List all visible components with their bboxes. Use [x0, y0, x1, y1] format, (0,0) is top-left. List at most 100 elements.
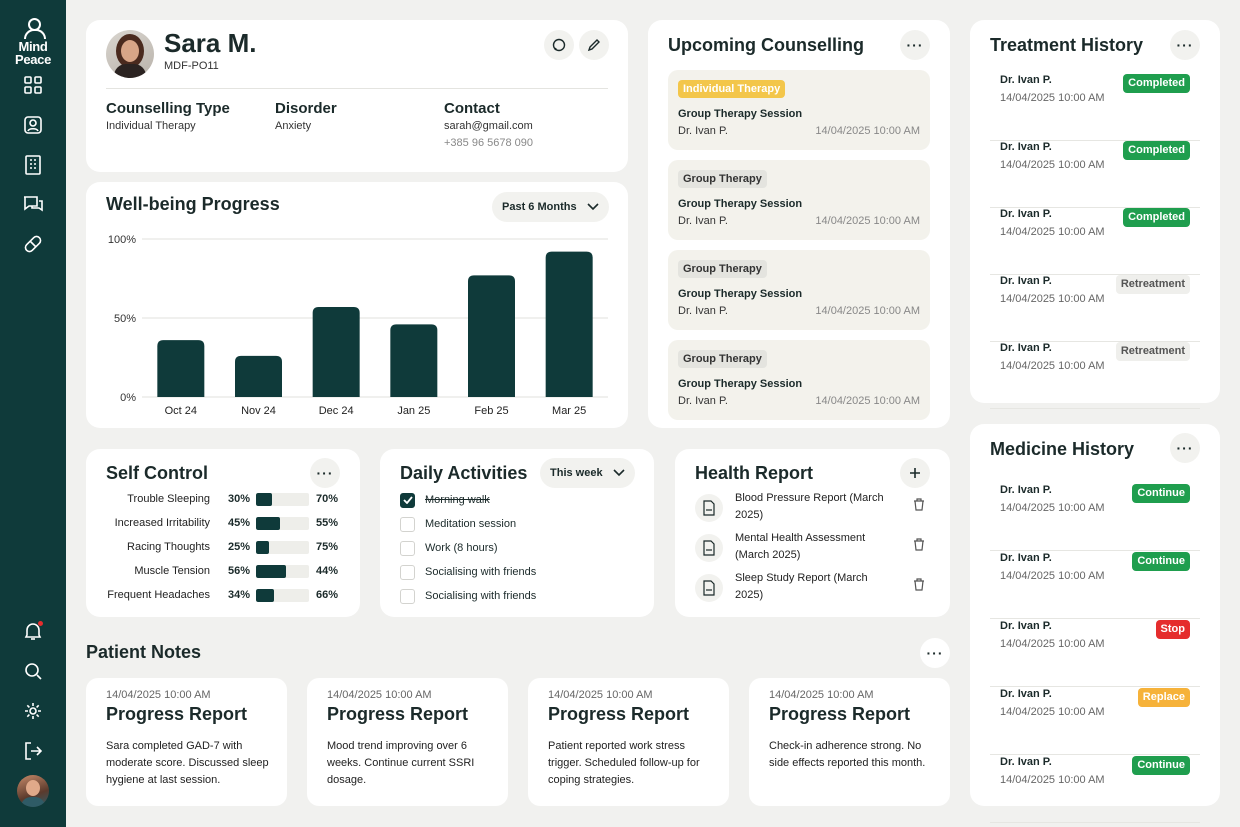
message-button[interactable]: [544, 30, 574, 60]
disorder-label: Disorder: [275, 100, 337, 117]
more-icon[interactable]: ···: [1170, 30, 1200, 60]
trash-icon[interactable]: [913, 498, 925, 516]
history-row[interactable]: Dr. Ivan P. 14/04/2025 10:00 AM Retreatmen…: [990, 275, 1200, 342]
activity-label: Morning walk: [425, 494, 490, 506]
right-percent: 70%: [316, 493, 339, 505]
contact-email[interactable]: sarah@gmail.com: [444, 120, 533, 132]
session-card[interactable]: Individual Therapy Group Therapy Session D…: [668, 70, 930, 150]
history-row[interactable]: Dr. Ivan P. 14/04/2025 10:00 AM Retreatmen…: [990, 342, 1200, 409]
patient-card: Sara M. MDF-PO11 Counselling Type Indivi…: [86, 20, 628, 172]
note-date: 14/04/2025 10:00 AM: [548, 689, 653, 701]
history-row[interactable]: Dr. Ivan P. 14/04/2025 10:00 AM Continue: [990, 484, 1200, 551]
activity-checkbox[interactable]: [400, 516, 415, 532]
note-card[interactable]: 14/04/2025 10:00 AM Progress Report Patien…: [528, 678, 729, 806]
self-control-row: Increased Irritability 45% 55%: [86, 514, 360, 534]
search-icon[interactable]: [21, 659, 45, 683]
profile-icon[interactable]: [21, 113, 45, 137]
activity-checkbox[interactable]: [400, 492, 415, 508]
bar[interactable]: [390, 324, 438, 397]
more-icon[interactable]: ···: [900, 30, 930, 60]
activity-checkbox[interactable]: [400, 564, 415, 580]
activity-item[interactable]: Meditation session: [400, 515, 516, 533]
counselling-title: Upcoming Counselling: [668, 35, 864, 55]
brand-logo[interactable]: Mind Peace: [10, 18, 56, 66]
session-card[interactable]: Group Therapy Group Therapy Session Dr. Iv…: [668, 250, 930, 330]
activity-item[interactable]: Socialising with friends: [400, 563, 536, 581]
trash-icon[interactable]: [913, 538, 925, 556]
history-row[interactable]: Dr. Ivan P. 14/04/2025 10:00 AM Stop: [990, 620, 1200, 687]
symptom-label: Racing Thoughts: [127, 541, 210, 553]
edit-button[interactable]: [579, 30, 609, 60]
bar[interactable]: [157, 340, 205, 397]
progress-bar: [256, 589, 309, 602]
building-icon[interactable]: [21, 153, 45, 177]
bar[interactable]: [545, 251, 593, 397]
chat-icon[interactable]: [21, 192, 45, 216]
note-card[interactable]: 14/04/2025 10:00 AM Progress Report Sara c…: [86, 678, 287, 806]
counselling-type-value: Individual Therapy: [106, 120, 196, 132]
treatment-card: Treatment History ··· Dr. Ivan P. 14/04/2…: [970, 20, 1220, 409]
doctor-name: Dr. Ivan P.: [1000, 74, 1052, 86]
medicine-card: Medicine History ··· Dr. Ivan P. 14/04/20…: [970, 424, 1220, 823]
logout-icon[interactable]: [21, 739, 45, 763]
report-item[interactable]: Sleep Study Report (March 2025): [695, 570, 930, 606]
report-item[interactable]: Blood Pressure Report (March 2025): [695, 490, 930, 526]
session-card[interactable]: Group Therapy Group Therapy Session Dr. Iv…: [668, 340, 930, 420]
period-dropdown[interactable]: Past 6 Months: [492, 192, 609, 222]
self-control-row: Frequent Headaches 34% 66%: [86, 586, 360, 606]
activity-item[interactable]: Socialising with friends: [400, 587, 536, 605]
session-title: Group Therapy Session: [678, 288, 803, 300]
report-title: Sleep Study Report (March 2025): [735, 572, 868, 601]
visit-time: 14/04/2025 10:00 AM: [1000, 502, 1105, 514]
history-row[interactable]: Dr. Ivan P. 14/04/2025 10:00 AM Continue: [990, 552, 1200, 619]
history-row[interactable]: Dr. Ivan P. 14/04/2025 10:00 AM Continue: [990, 756, 1200, 823]
left-percent: 45%: [227, 517, 250, 529]
pill-icon[interactable]: [21, 232, 45, 256]
bar[interactable]: [468, 275, 515, 397]
activity-checkbox[interactable]: [400, 588, 415, 604]
report-item[interactable]: Mental Health Assessment (March 2025): [695, 530, 930, 566]
more-icon[interactable]: ···: [1170, 433, 1200, 463]
patient-name: Sara M.: [164, 28, 257, 58]
trash-icon[interactable]: [913, 578, 925, 596]
note-title: Progress Report: [769, 704, 911, 724]
gear-icon[interactable]: [21, 699, 45, 723]
patient-id: MDF-PO11: [164, 60, 219, 72]
history-row[interactable]: Dr. Ivan P. 14/04/2025 10:00 AM Completed: [990, 208, 1200, 275]
history-row[interactable]: Dr. Ivan P. 14/04/2025 10:00 AM Replace: [990, 688, 1200, 755]
health-report-card: Health Report Blood Pressure Report (Mar…: [675, 449, 950, 617]
note-body: Sara completed GAD-7 with moderate score…: [106, 740, 269, 786]
divider: [106, 88, 608, 89]
bell-icon[interactable]: [21, 619, 45, 643]
note-card[interactable]: 14/04/2025 10:00 AM Progress Report Check-…: [749, 678, 950, 806]
add-report-button[interactable]: [900, 458, 930, 488]
symptom-label: Frequent Headaches: [107, 589, 210, 601]
visit-time: 14/04/2025 10:00 AM: [1000, 706, 1105, 718]
note-card[interactable]: 14/04/2025 10:00 AM Progress Report Mood t…: [307, 678, 508, 806]
more-icon[interactable]: ···: [920, 638, 950, 668]
bar[interactable]: [312, 306, 360, 397]
user-avatar[interactable]: [17, 775, 49, 807]
visit-time: 14/04/2025 10:00 AM: [1000, 360, 1105, 372]
right-percent: 75%: [316, 541, 339, 553]
symptom-label: Trouble Sleeping: [127, 493, 210, 505]
grid-icon[interactable]: [21, 73, 45, 97]
session-card[interactable]: Group Therapy Group Therapy Session Dr. Iv…: [668, 160, 930, 240]
contact-phone[interactable]: +385 96 5678 090: [444, 137, 534, 149]
daily-activities-card: Daily Activities This week Morning walk M…: [380, 449, 654, 617]
session-time: 14/04/2025 10:00 AM: [815, 395, 920, 407]
doctor-name: Dr. Ivan P.: [1000, 756, 1052, 768]
activity-item[interactable]: Morning walk: [400, 491, 490, 509]
bar[interactable]: [235, 355, 282, 397]
history-row[interactable]: Dr. Ivan P. 14/04/2025 10:00 AM Completed: [990, 74, 1200, 141]
activity-item[interactable]: Work (8 hours): [400, 539, 498, 557]
self-control-row: Racing Thoughts 25% 75%: [86, 538, 360, 558]
activity-checkbox[interactable]: [400, 540, 415, 556]
history-row[interactable]: Dr. Ivan P. 14/04/2025 10:00 AM Completed: [990, 141, 1200, 208]
session-doctor: Dr. Ivan P.: [678, 125, 728, 137]
week-dropdown[interactable]: This week: [540, 458, 635, 488]
status-badge: Completed: [1123, 74, 1190, 93]
y-tick-label: 50%: [114, 313, 136, 325]
note-title: Progress Report: [106, 704, 248, 724]
more-icon[interactable]: ···: [310, 458, 340, 488]
